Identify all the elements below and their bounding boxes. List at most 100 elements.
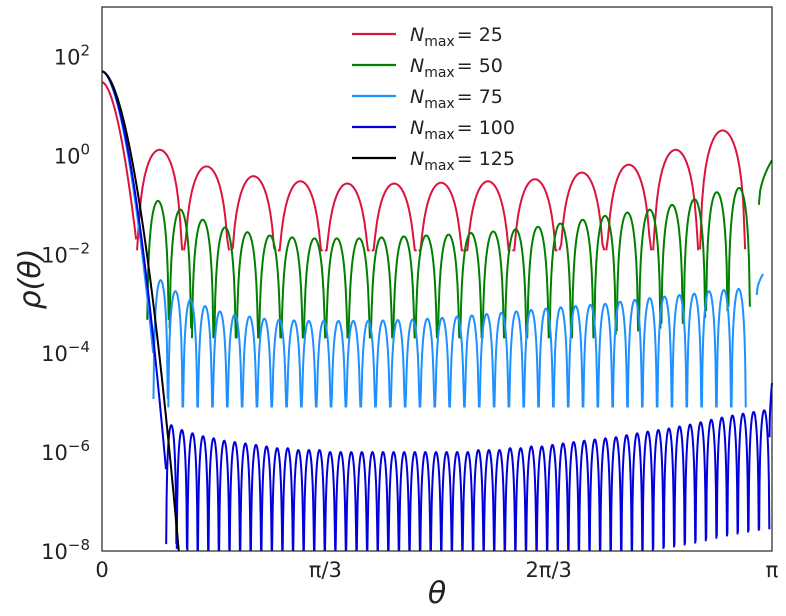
- series-3-lobe: [313, 449, 326, 552]
- series-3-lobe: [218, 439, 231, 552]
- series-2-lobe: [493, 311, 510, 408]
- series-2-lobe: [226, 313, 243, 408]
- x-tick-label: 2π/3: [525, 558, 571, 582]
- series-3-lobe: [514, 447, 527, 552]
- series-3-lobe: [747, 410, 760, 531]
- series-1-lobe: [369, 236, 394, 339]
- series-1-lobe: [526, 225, 550, 339]
- series-2-lobe: [508, 310, 525, 408]
- series-2-lobe: [626, 298, 644, 408]
- series-2-lobe: [196, 304, 214, 408]
- series-2-lobe: [167, 290, 184, 408]
- series-1-lobe: [190, 218, 215, 339]
- series-3-lobe: [556, 442, 570, 552]
- series-2-lobe: [374, 319, 392, 408]
- series-2-lobe: [478, 312, 495, 408]
- series-3-lobe: [175, 428, 188, 549]
- series-3-lobe: [345, 451, 358, 552]
- series-1-lobe: [414, 234, 438, 339]
- y-tick-label: 10−2: [41, 239, 90, 267]
- series-3-lobe: [482, 449, 496, 552]
- series-3-lobe: [281, 447, 294, 552]
- series-1-lobe: [705, 191, 729, 312]
- series-0-lobe: [324, 182, 370, 252]
- x-tick-label: π: [766, 558, 779, 582]
- series-2-lobe: [330, 319, 347, 408]
- series-3-lobe: [461, 451, 474, 552]
- series-3-lobe: [451, 451, 464, 552]
- series-3-lobe: [631, 432, 644, 552]
- y-tick-label: 10−4: [41, 338, 90, 366]
- x-tick-label: 0: [95, 558, 108, 582]
- series-3-lobe: [186, 432, 199, 552]
- series-0-main-lobe: [101, 81, 138, 240]
- series-3-lobe: [546, 443, 559, 552]
- series-3-lobe: [271, 447, 284, 552]
- series-3-lobe: [239, 442, 252, 552]
- series-0-lobe: [371, 182, 417, 252]
- series-2-lobe: [241, 315, 258, 408]
- series-1-lobe: [436, 233, 461, 339]
- series-2-lobe: [359, 319, 377, 408]
- series-3-lobe: [324, 451, 337, 552]
- series-3-lobe: [387, 451, 400, 552]
- series-3-lobe: [292, 449, 305, 552]
- series-2-lobe: [686, 292, 703, 408]
- y-tick-label: 102: [54, 41, 90, 69]
- y-tick-label: 10−6: [41, 437, 90, 465]
- series-2-lobe: [715, 288, 732, 408]
- series-2-lobe: [567, 304, 584, 408]
- legend: Nmax = 25 Nmax = 50 Nmax = 75 Nmax = 100 Nmax = 1…: [352, 24, 515, 174]
- series-3-lobe: [758, 409, 771, 530]
- series-3-lobe: [736, 412, 750, 533]
- series-1-lobe: [258, 234, 282, 339]
- series-3-lobe: [641, 430, 654, 551]
- series-1-lobe: [727, 186, 751, 307]
- legend-label: Nmax = 125: [410, 148, 515, 174]
- series-2-lobe: [523, 308, 540, 408]
- series-0-lobe: [699, 129, 747, 250]
- series-1-lobe: [638, 208, 662, 329]
- y-tick-labels: 102 100 10−2 10−4 10−6 10−8: [41, 41, 90, 564]
- series-3-lobe: [260, 445, 273, 552]
- series-3-lobe: [599, 437, 612, 552]
- series-3-lobe: [578, 439, 591, 552]
- series-3-lobe: [440, 451, 453, 552]
- series-1-lobe: [213, 226, 237, 339]
- legend-label: Nmax = 50: [410, 55, 503, 81]
- series-3-lobe: [196, 435, 210, 552]
- y-tick-label: 10−8: [41, 536, 90, 564]
- legend-label: Nmax = 25: [410, 24, 503, 50]
- series-2-lobe: [285, 319, 303, 408]
- x-axis-label: θ: [428, 576, 446, 611]
- series-3-lobe: [673, 425, 686, 546]
- series-2-lobe: [671, 294, 688, 408]
- series-0-lobe: [652, 148, 700, 251]
- x-tick-labels: 0 π/3 2π/3 π: [95, 558, 778, 582]
- series-1-lobe: [146, 199, 170, 320]
- series-0-lobe: [277, 180, 323, 252]
- series-4-main-lobe: [101, 70, 180, 552]
- series-3-lobe: [567, 441, 580, 552]
- x-tick-label: π/3: [309, 558, 342, 582]
- series-3-lobe: [694, 421, 707, 542]
- series-0-lobe: [182, 165, 231, 251]
- series-3-lobe: [228, 441, 241, 552]
- series-2-lobe: [611, 300, 629, 408]
- series-3-lobe: [504, 447, 517, 552]
- series-3-lobe: [705, 418, 718, 539]
- series-3-lobe: [715, 416, 728, 537]
- series-2-lobe: [389, 318, 406, 408]
- series-2-lobe: [656, 295, 673, 408]
- series-3-lobe: [376, 451, 390, 552]
- series-3-lobe: [588, 438, 601, 552]
- series-2-lobe: [152, 279, 169, 400]
- series-3-lobe: [249, 443, 263, 552]
- plot-background: [102, 7, 772, 551]
- series-3-lobe: [684, 423, 697, 544]
- series-1-lobe: [548, 222, 573, 339]
- series-2-lobe: [537, 307, 555, 408]
- series-2-lobe: [582, 303, 599, 408]
- series-2-lobe: [256, 317, 273, 408]
- y-axis-label: ρ(θ): [13, 249, 48, 310]
